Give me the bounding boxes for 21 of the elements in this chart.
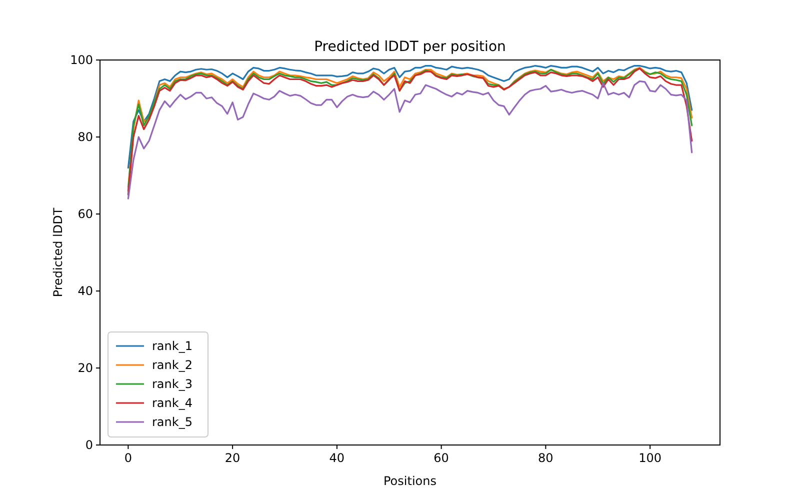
- y-tick-label: 100: [70, 53, 93, 67]
- y-tick-label: 20: [78, 361, 93, 375]
- legend-label: rank_4: [152, 396, 192, 410]
- x-tick-label: 20: [224, 451, 240, 465]
- legend-label: rank_3: [152, 377, 192, 391]
- x-tick-label: 100: [638, 451, 662, 465]
- line-series: [127, 64, 693, 169]
- y-tick-label: 80: [78, 130, 93, 144]
- legend-label: rank_1: [152, 339, 192, 353]
- legend-label: rank_2: [152, 358, 192, 372]
- x-tick-label: 40: [329, 451, 345, 465]
- chart-title: Predicted lDDT per position: [314, 39, 506, 55]
- y-axis-title: Predicted lDDT: [51, 207, 65, 298]
- y-tick-label: 40: [78, 284, 93, 298]
- x-axis-title: Positions: [384, 474, 436, 488]
- x-tick-label: 80: [538, 451, 554, 465]
- x-tick-label: 0: [124, 451, 132, 465]
- x-tick-label: 60: [434, 451, 449, 465]
- y-tick-label: 0: [85, 438, 93, 452]
- legend-label: rank_5: [152, 415, 192, 429]
- y-tick-label: 60: [78, 207, 93, 221]
